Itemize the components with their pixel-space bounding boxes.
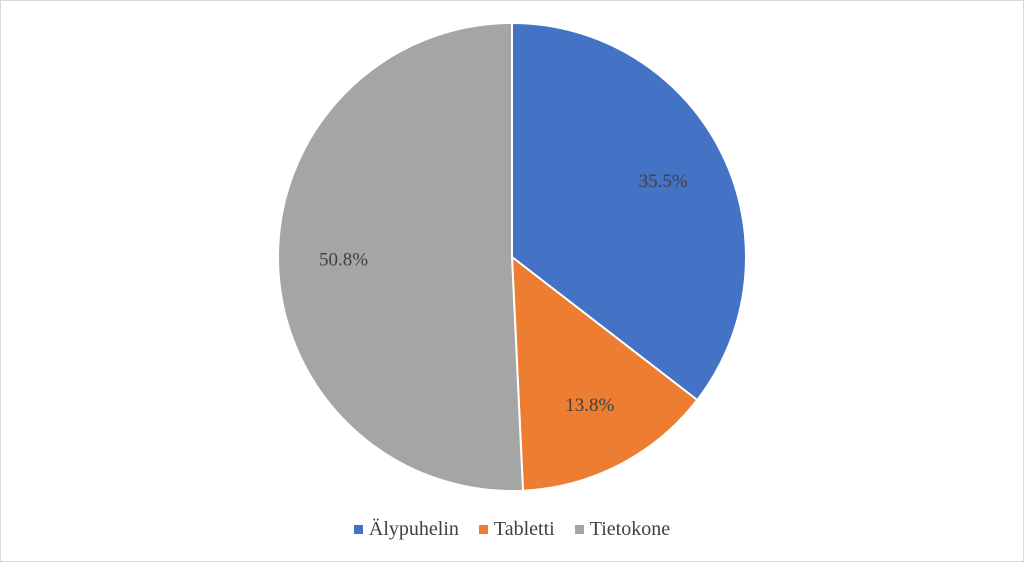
legend: Älypuhelin Tabletti Tietokone <box>0 518 1024 541</box>
pie-slice-tietokone <box>277 21 525 492</box>
legend-swatch-tietokone <box>574 525 584 534</box>
legend-label-tabletti: Tabletti <box>493 518 555 540</box>
data-label-tietokone: 50.8% <box>319 249 368 270</box>
legend-item-tietokone: Tietokone <box>574 518 671 541</box>
pie-data-labels: 35.5% 13.8% 50.8% <box>319 171 688 416</box>
legend-item-tabletti: Tabletti <box>478 518 555 541</box>
legend-swatch-alypuhelin <box>353 525 363 534</box>
legend-swatch-tabletti <box>478 525 488 534</box>
pie-slice-tabletti <box>510 254 699 492</box>
pie-slices <box>277 21 747 492</box>
legend-label-alypuhelin: Älypuhelin <box>368 518 459 540</box>
legend-label-tietokone: Tietokone <box>589 518 671 540</box>
legend-item-alypuhelin: Älypuhelin <box>353 518 459 541</box>
data-label-alypuhelin: 35.5% <box>639 171 688 192</box>
data-label-tabletti: 13.8% <box>565 395 614 416</box>
pie-slice-alypuhelin <box>511 21 747 402</box>
